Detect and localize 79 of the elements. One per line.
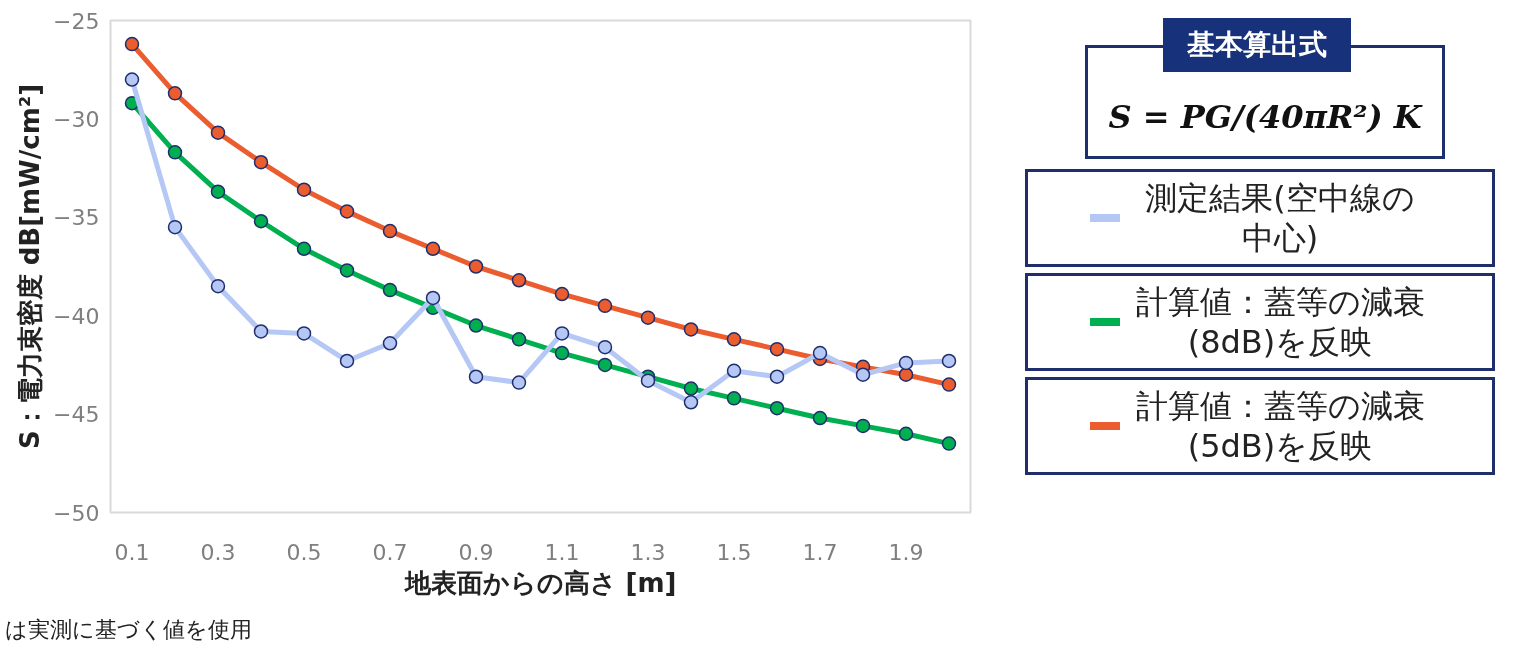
y-axis-title: S：電力束密度 dB[mW/cm²] (15, 83, 46, 450)
point (683, 381, 699, 396)
x-tick-label: 0.9 (458, 539, 494, 565)
legend-label: 計算値：蓋等の減衰(8dB)を反映 (1134, 282, 1426, 362)
point (769, 369, 785, 384)
point (898, 355, 914, 371)
x-tick-label: 1.7 (802, 539, 838, 565)
y-tick-label: −25 (53, 8, 100, 34)
point (941, 436, 957, 451)
point (726, 363, 742, 379)
point (898, 426, 914, 442)
x-tick-label: 0.5 (286, 539, 322, 565)
text: S = PG/(40πR²) K (1107, 98, 1424, 136)
x-tick-label: 1.9 (888, 539, 924, 565)
point (339, 353, 355, 369)
point (855, 418, 871, 434)
point (296, 241, 312, 257)
point (296, 326, 312, 341)
point (382, 336, 398, 351)
point (812, 410, 828, 426)
point (683, 395, 699, 410)
point (898, 367, 914, 382)
y-tick-label: −40 (53, 303, 100, 329)
y-tick-label: −50 (53, 500, 100, 526)
point (683, 322, 699, 337)
point (425, 290, 441, 306)
point (253, 324, 269, 339)
legend-label: 測定結果(空中線の中心) (1144, 178, 1416, 258)
text: は実測に基づく値を使用 (5, 616, 252, 644)
x-tick-label: 1.1 (544, 539, 580, 565)
point (167, 219, 183, 235)
point (382, 282, 398, 298)
legend-label: 計算値：蓋等の減衰(5dB)を反映 (1134, 386, 1426, 466)
x-tick-label: 0.3 (200, 539, 236, 565)
point (597, 339, 613, 355)
point (167, 86, 183, 101)
point (167, 145, 183, 160)
point (812, 345, 828, 361)
point (468, 318, 484, 333)
point (769, 341, 785, 357)
point (554, 345, 570, 361)
point (726, 332, 742, 347)
point (554, 286, 570, 302)
point (941, 377, 957, 392)
y-tick-label: −30 (53, 106, 100, 132)
point (382, 223, 398, 239)
x-tick-label: 1.5 (716, 539, 752, 565)
point (640, 310, 656, 325)
point (210, 278, 226, 294)
point (597, 298, 613, 314)
point (468, 259, 484, 274)
point (210, 184, 226, 199)
point (253, 214, 269, 229)
point (726, 391, 742, 406)
point (210, 125, 226, 140)
x-axis-title: 地表面からの高さ [m] (403, 567, 677, 598)
point (468, 369, 484, 384)
y-tick-label: −35 (53, 205, 100, 231)
point (296, 182, 312, 197)
point (511, 273, 527, 288)
point (511, 375, 527, 390)
point (597, 357, 613, 373)
x-tick-label: 1.3 (630, 539, 666, 565)
point (941, 353, 957, 369)
point (640, 373, 656, 388)
point (124, 36, 140, 52)
point (253, 154, 269, 170)
point (124, 72, 140, 87)
point (339, 204, 355, 219)
point (425, 241, 441, 257)
point (554, 326, 570, 341)
point (855, 367, 871, 382)
y-tick-label: −45 (53, 402, 100, 428)
x-tick-label: 0.1 (114, 539, 150, 565)
point (511, 332, 527, 347)
point (339, 263, 355, 278)
point (769, 400, 785, 416)
x-tick-label: 0.7 (372, 539, 408, 565)
text: 基本算出式 (1163, 18, 1351, 72)
